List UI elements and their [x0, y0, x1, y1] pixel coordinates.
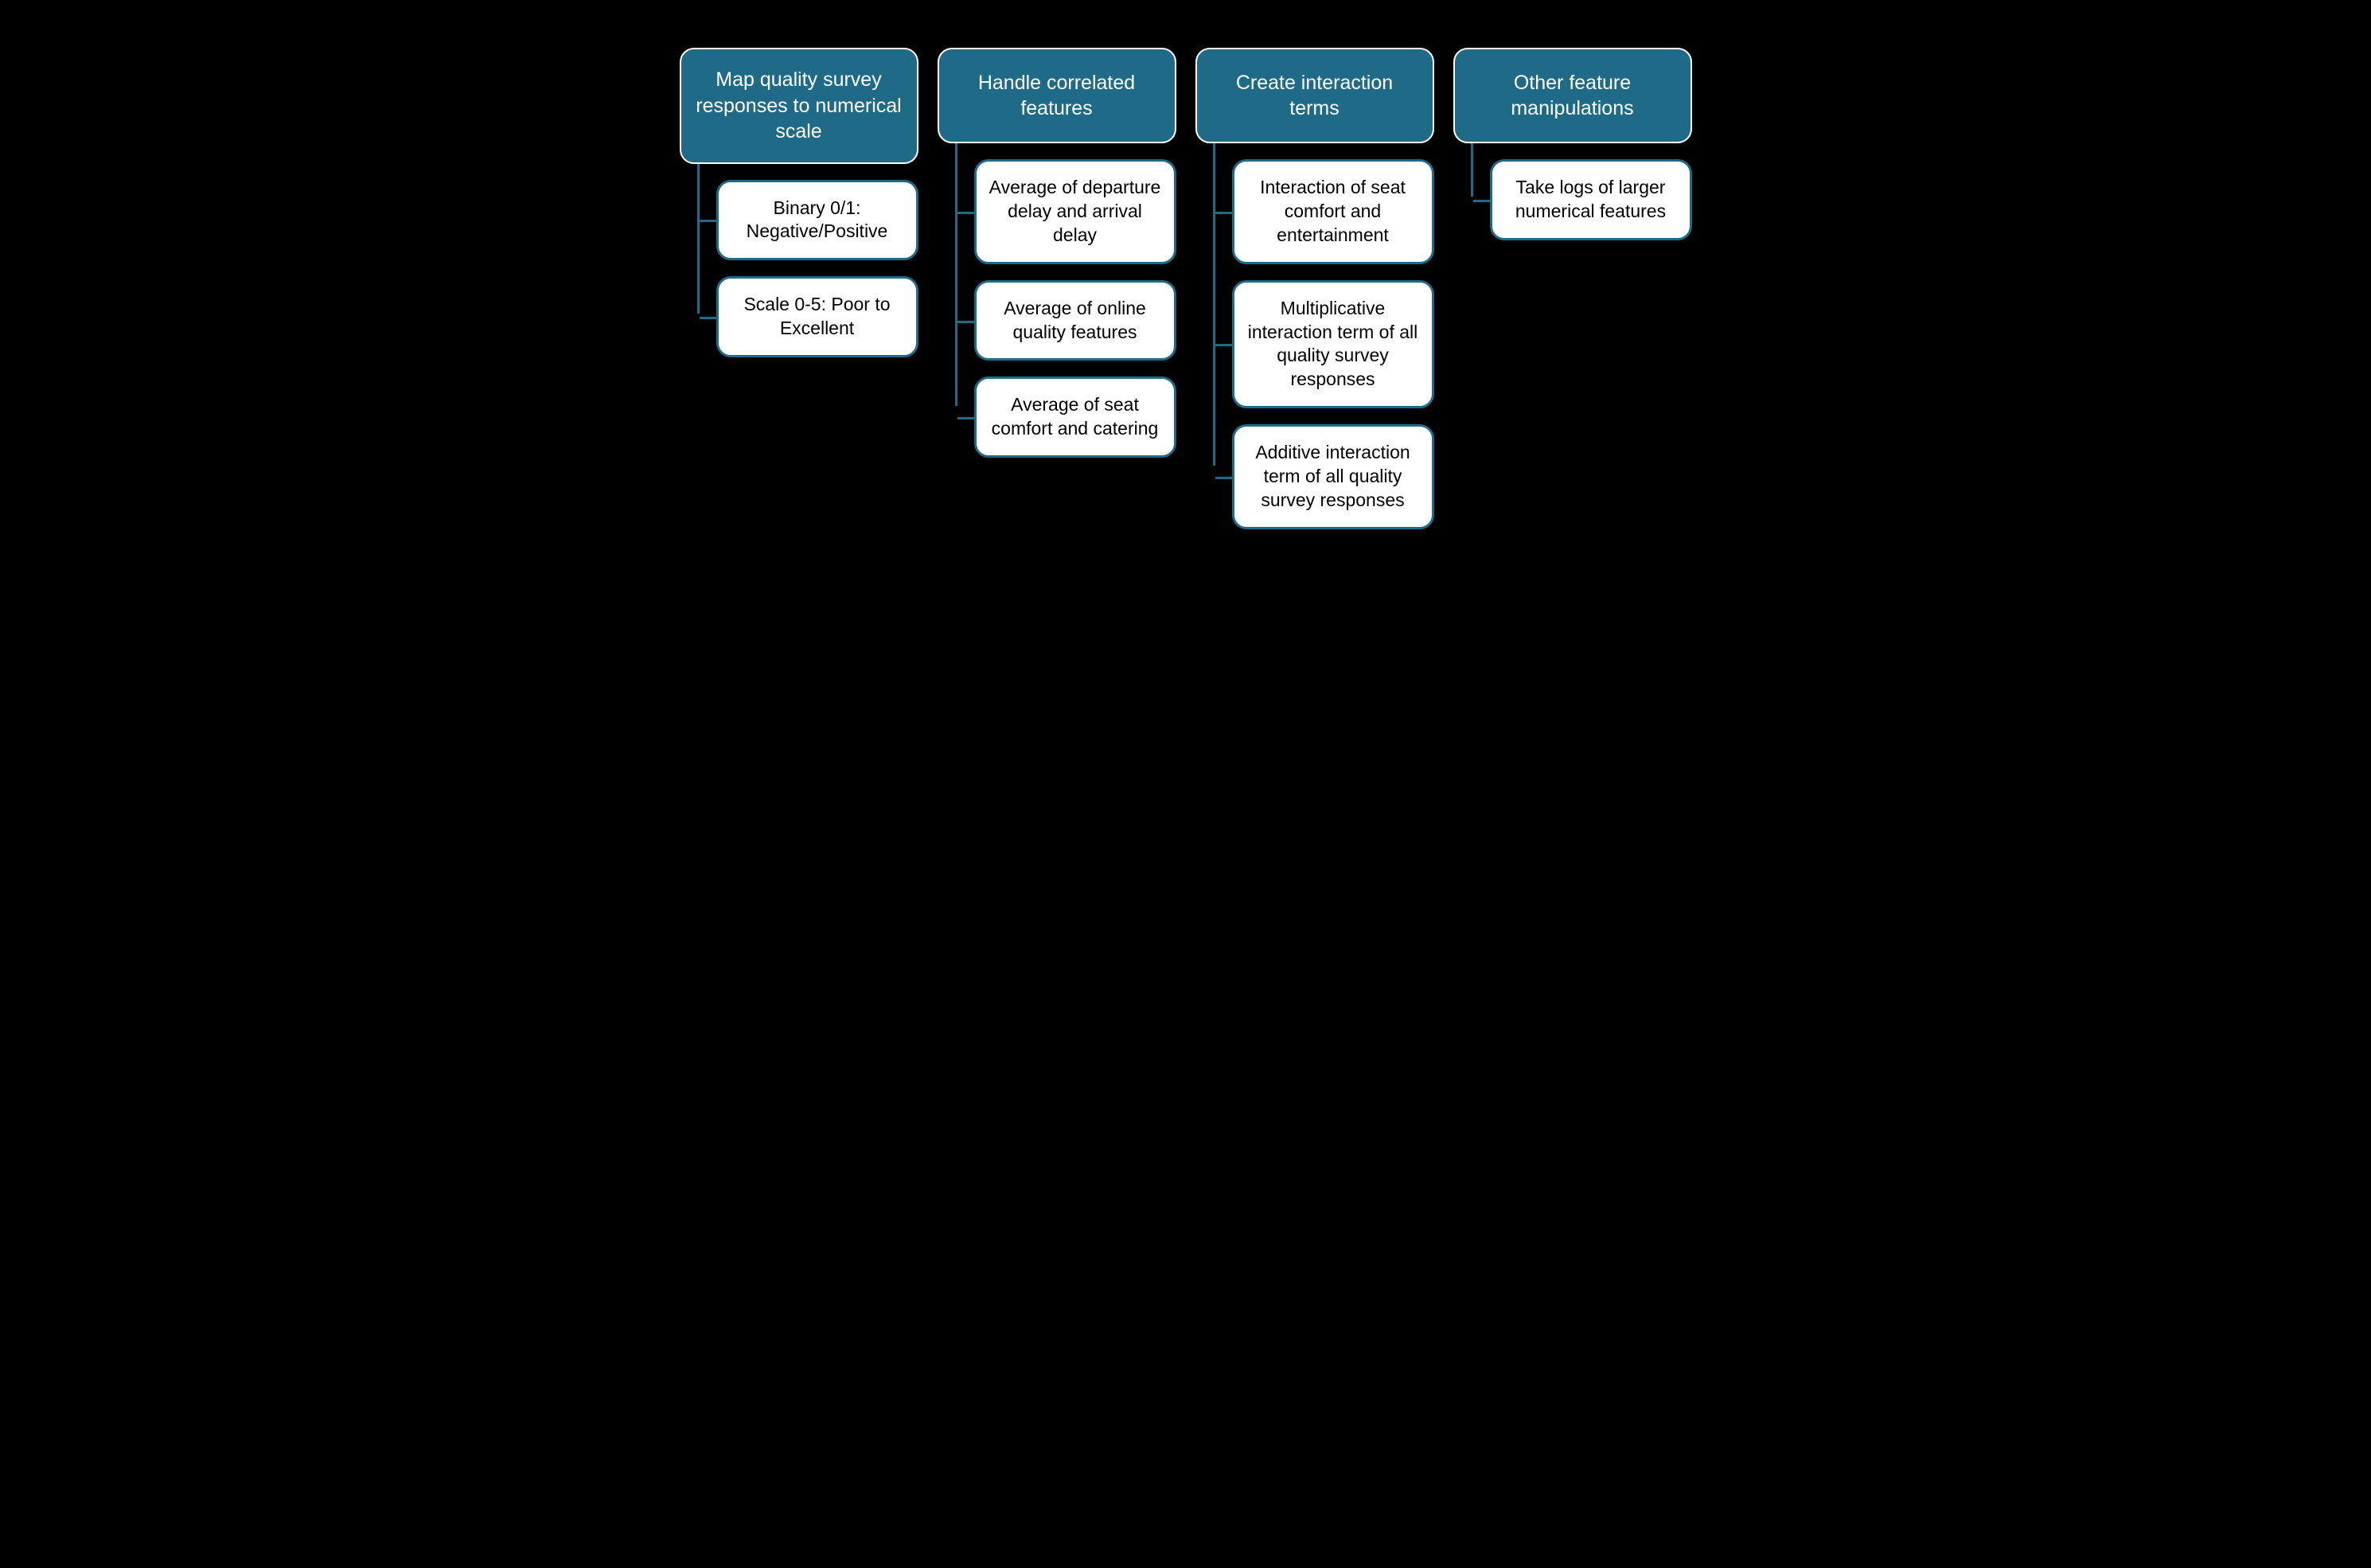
column-correlated: Handle correlated features Average of de… [938, 48, 1176, 458]
header-correlated: Handle correlated features [938, 48, 1176, 143]
child-avg-online: Average of online quality features [974, 280, 1176, 361]
child-take-logs: Take logs of larger numerical features [1490, 159, 1692, 240]
header-other: Other feature manipulations [1453, 48, 1692, 143]
header-interaction: Create interaction terms [1195, 48, 1434, 143]
child-multiplicative: Multiplicative interaction term of all q… [1232, 280, 1434, 409]
child-seat-entertainment: Interaction of seat comfort and entertai… [1232, 159, 1434, 264]
children-interaction: Interaction of seat comfort and entertai… [1195, 143, 1434, 529]
child-avg-seat-catering: Average of seat comfort and catering [974, 376, 1176, 458]
children-correlated: Average of departure delay and arrival d… [938, 143, 1176, 458]
children-other: Take logs of larger numerical features [1453, 143, 1692, 240]
column-interaction: Create interaction terms Interaction of … [1195, 48, 1434, 529]
child-avg-delay: Average of departure delay and arrival d… [974, 159, 1176, 264]
children-map-quality: Binary 0/1: Negative/Positive Scale 0-5:… [680, 164, 918, 358]
column-other: Other feature manipulations Take logs of… [1453, 48, 1692, 240]
child-binary: Binary 0/1: Negative/Positive [716, 180, 918, 261]
child-additive: Additive interaction term of all quality… [1232, 424, 1434, 529]
child-scale-0-5: Scale 0-5: Poor to Excellent [716, 276, 918, 357]
feature-engineering-diagram: Map quality survey responses to numerica… [32, 48, 2339, 529]
column-map-quality: Map quality survey responses to numerica… [680, 48, 918, 357]
header-map-quality: Map quality survey responses to numerica… [680, 48, 918, 164]
